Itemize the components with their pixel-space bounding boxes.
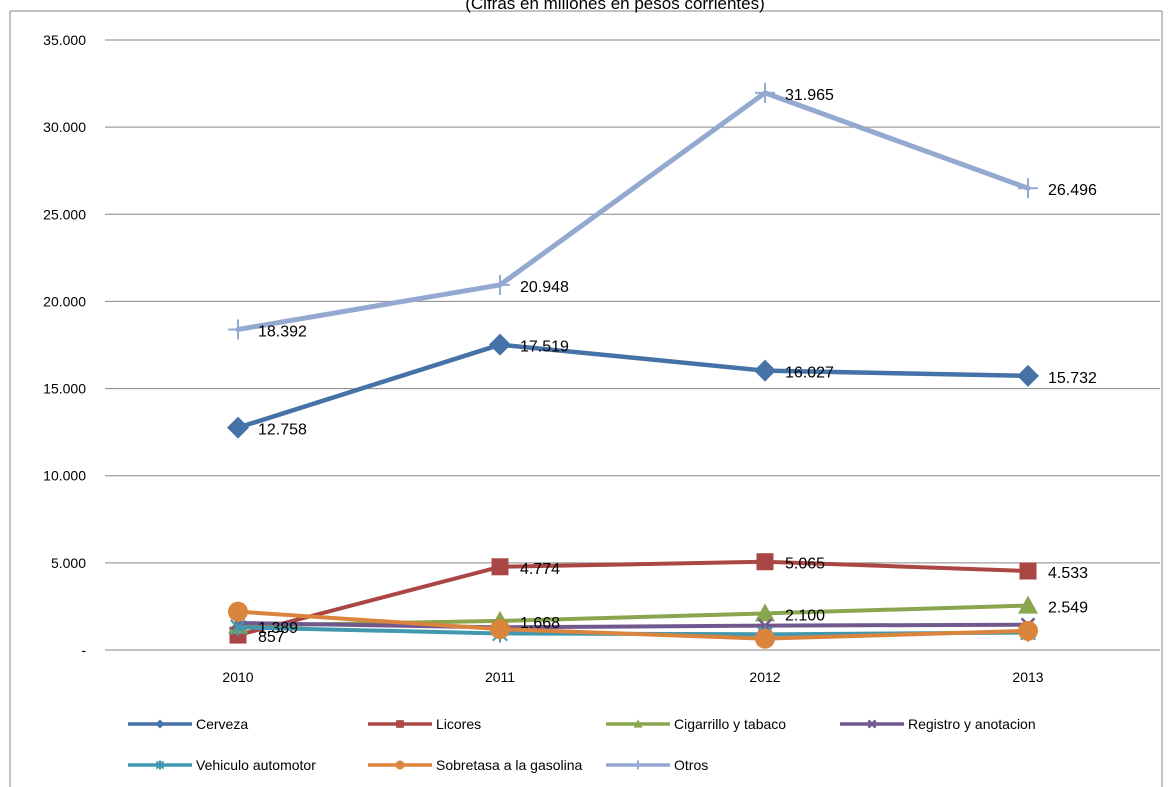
legend-label-licores: Licores	[436, 716, 481, 732]
data-point-cerveza	[754, 359, 776, 382]
legend-marker-registro-y-anotacion	[867, 719, 877, 729]
legend-marker-sobretasa-a-la-gasolina	[395, 760, 405, 770]
chart-subtitle: (Cifras en millones en pesos corrientes)	[465, 0, 765, 13]
series-line-licores	[236, 559, 1030, 638]
y-tick-label: 30.000	[43, 119, 86, 135]
legend-label-otros: Otros	[674, 757, 708, 773]
data-point-sobretasa-a-la-gasolina	[1018, 620, 1038, 641]
legend-marker-cigarrillo-y-tabaco	[633, 719, 643, 728]
y-tick-label: 25.000	[43, 206, 86, 222]
y-tick-label: 5.000	[51, 555, 86, 571]
data-label-otros: 20.948	[520, 279, 569, 296]
y-tick-label: 10.000	[43, 468, 86, 484]
y-tick-label: 20.000	[43, 293, 86, 309]
series-layer	[227, 82, 1039, 649]
data-point-otros	[228, 319, 248, 340]
data-point-cerveza	[1017, 364, 1039, 387]
data-point-sobretasa-a-la-gasolina	[490, 619, 510, 640]
legend-item-cigarrillo-y-tabaco: Cigarrillo y tabaco	[606, 716, 786, 732]
series-line-registro-y-anotacion	[236, 620, 1030, 630]
data-label-licores: 857	[258, 629, 285, 646]
legend-label-sobretasa-a-la-gasolina: Sobretasa a la gasolina	[436, 757, 583, 773]
data-label-otros: 31.965	[785, 87, 834, 104]
data-label-cigarrillo-y-tabaco: 1.389	[258, 620, 298, 637]
data-point-cerveza	[489, 333, 511, 356]
y-tick-label: 15.000	[43, 381, 86, 397]
y-tick-label: 35.000	[43, 32, 86, 48]
data-point-cerveza	[227, 416, 249, 439]
legend-label-registro-y-anotacion: Registro y anotacion	[908, 716, 1036, 732]
data-point-sobretasa-a-la-gasolina	[228, 601, 248, 622]
legend-item-vehiculo-automotor: Vehiculo automotor	[128, 757, 316, 773]
series-line-sobretasa-a-la-gasolina	[236, 609, 1030, 641]
legend: Cerveza Licores Cigarrillo y tabaco Registr…	[128, 716, 1036, 773]
data-point-sobretasa-a-la-gasolina	[755, 628, 775, 649]
data-point-cigarrillo-y-tabaco	[1018, 595, 1038, 614]
data-label-cigarrillo-y-tabaco: 2.100	[785, 607, 825, 624]
x-tick-label: 2013	[1012, 669, 1043, 685]
legend-label-cigarrillo-y-tabaco: Cigarrillo y tabaco	[674, 716, 786, 732]
legend-item-registro-y-anotacion: Registro y anotacion	[840, 716, 1036, 732]
data-label-cerveza: 16.027	[785, 365, 834, 382]
y-tick-label: -	[81, 642, 86, 658]
y-axis: - 5.000 10.000 15.000 20.000 25.000 30.000 35.0…	[43, 32, 86, 658]
series-otros	[228, 82, 1038, 340]
data-label-cigarrillo-y-tabaco: 1.668	[520, 615, 560, 632]
series-line-cerveza	[235, 342, 1031, 430]
data-label-cerveza: 17.519	[520, 339, 569, 356]
x-tick-label: 2010	[222, 669, 253, 685]
data-point-otros	[490, 274, 510, 295]
data-labels: 12.758 17.519 16.027 15.732 857 4.774 5.065 4.5…	[258, 87, 1097, 646]
x-tick-label: 2012	[749, 669, 780, 685]
data-label-cerveza: 15.732	[1048, 370, 1097, 387]
data-point-licores	[756, 553, 774, 571]
series-cerveza	[227, 333, 1039, 439]
data-label-licores: 4.774	[520, 561, 560, 578]
legend-label-cerveza: Cerveza	[196, 716, 248, 732]
legend-marker-cerveza	[155, 719, 165, 729]
data-point-otros	[1018, 178, 1038, 199]
data-label-licores: 5.065	[785, 556, 825, 573]
x-tick-label: 2011	[485, 669, 515, 685]
legend-marker-otros	[633, 760, 643, 770]
data-label-cigarrillo-y-tabaco: 2.549	[1048, 600, 1088, 617]
legend-item-cerveza: Cerveza	[128, 716, 248, 732]
legend-marker-licores	[396, 720, 404, 728]
series-line-otros	[235, 90, 1031, 332]
series-sobretasa-a-la-gasolina	[228, 601, 1038, 649]
data-label-otros: 18.392	[258, 323, 307, 340]
data-point-otros	[755, 82, 775, 103]
data-point-licores	[491, 558, 509, 576]
legend-item-otros: Otros	[606, 757, 708, 773]
legend-label-vehiculo-automotor: Vehiculo automotor	[196, 757, 316, 773]
legend-marker-vehiculo-automotor	[155, 760, 165, 770]
legend-item-licores: Licores	[368, 716, 481, 732]
x-axis: 2010 2011 2012 2013	[222, 669, 1043, 685]
data-label-licores: 4.533	[1048, 565, 1088, 582]
data-label-cerveza: 12.758	[258, 422, 307, 439]
data-label-otros: 26.496	[1048, 182, 1097, 199]
legend-item-sobretasa-a-la-gasolina: Sobretasa a la gasolina	[368, 757, 583, 773]
data-point-licores	[1019, 562, 1037, 580]
data-point-cigarrillo-y-tabaco	[755, 603, 775, 622]
legend-marker-registro-y-anotacion-stroke	[867, 719, 877, 729]
